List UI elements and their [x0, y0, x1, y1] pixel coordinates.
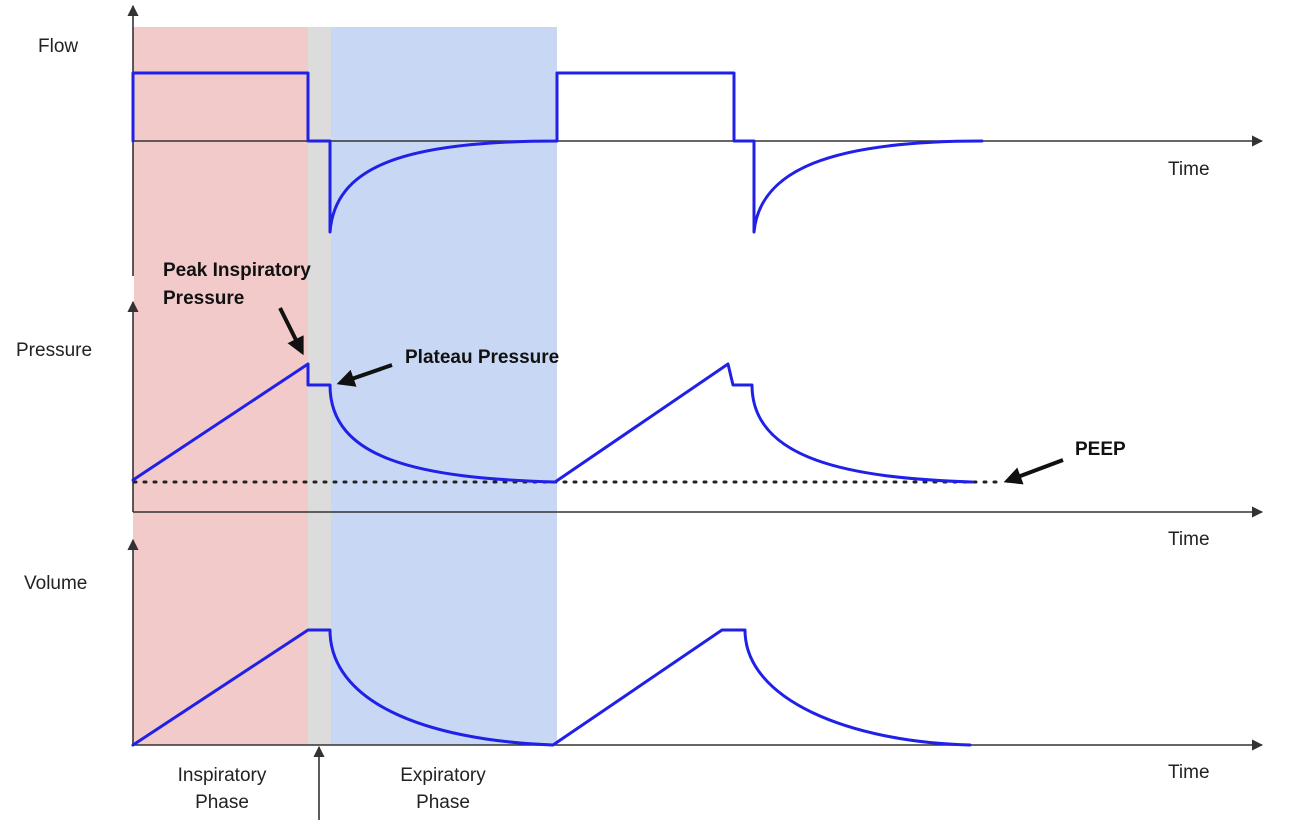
- pressure-waveform: [131, 362, 974, 484]
- volume-time-label: Time: [1168, 762, 1210, 783]
- plateau-pressure-pointer-icon: [336, 363, 393, 387]
- peep-label: PEEP: [1075, 439, 1126, 460]
- peak-inspiratory-pressure-label-line1: Peak Inspiratory: [163, 260, 311, 281]
- flow-waveform: [131, 71, 984, 234]
- expiratory-phase-label-line2: Phase: [416, 792, 470, 813]
- inspiratory-phase-label-line2: Phase: [195, 792, 249, 813]
- pressure-axis-label: Pressure: [16, 340, 92, 361]
- expiratory-phase-band: [331, 27, 557, 745]
- peak-pressure-pointer-icon: [278, 307, 304, 356]
- flow-axis-label: Flow: [38, 36, 78, 57]
- plateau-pressure-label: Plateau Pressure: [405, 347, 559, 368]
- panel-gap: [120, 276, 134, 304]
- pressure-time-label: Time: [1168, 529, 1210, 550]
- volume-waveform: [131, 628, 972, 747]
- peak-inspiratory-pressure-label-line2: Pressure: [163, 288, 244, 309]
- flow-time-label: Time: [1168, 159, 1210, 180]
- inspiratory-phase-label-line1: Inspiratory: [178, 765, 267, 786]
- volume-axis-label: Volume: [24, 573, 87, 594]
- inspiratory-phase-band: [133, 27, 308, 745]
- peep-pointer-icon: [1003, 458, 1064, 485]
- expiratory-phase-label-line1: Expiratory: [400, 765, 486, 786]
